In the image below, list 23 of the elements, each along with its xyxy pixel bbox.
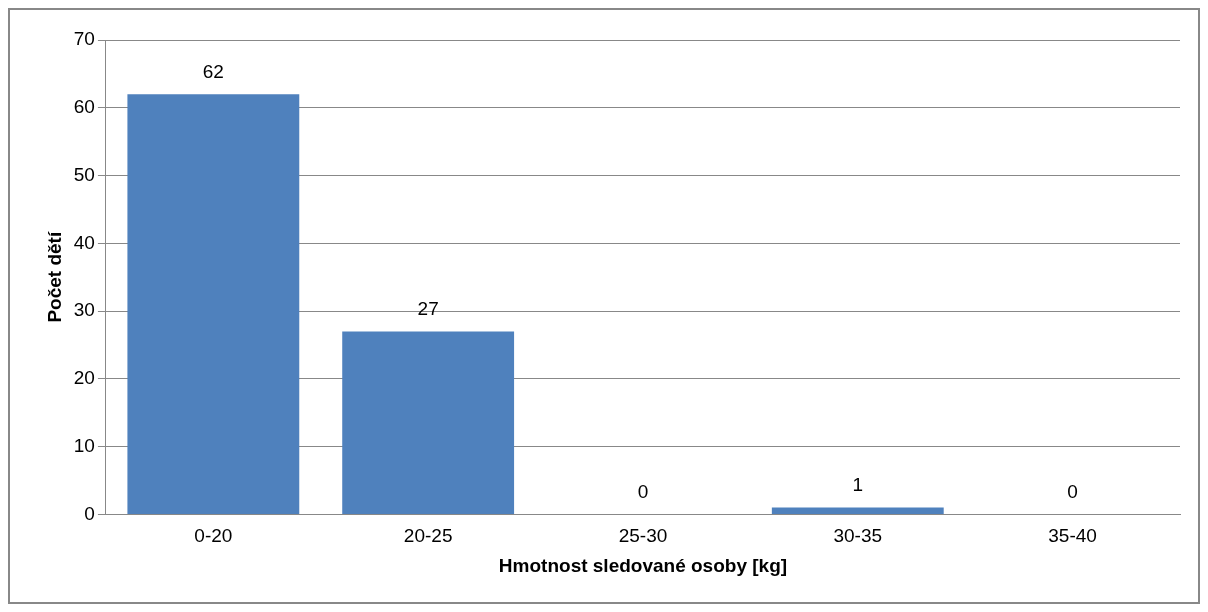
x-tick-label: 35-40 — [1048, 525, 1097, 547]
y-tick-label: 50 — [73, 163, 95, 185]
data-label: 27 — [417, 298, 439, 320]
y-tick-label: 60 — [73, 96, 95, 118]
y-tick-label: 20 — [73, 367, 95, 389]
data-label: 1 — [852, 474, 864, 496]
y-tick-label: 70 — [73, 28, 95, 50]
data-label: 62 — [202, 60, 224, 82]
x-tick-label: 0-20 — [194, 525, 233, 547]
y-axis-title: Počet dětí — [43, 231, 65, 323]
y-tick-label: 40 — [73, 231, 95, 253]
x-tick-label: 20-25 — [403, 525, 453, 547]
data-label: 0 — [1067, 481, 1078, 503]
bar — [342, 331, 515, 514]
bar — [771, 507, 944, 514]
y-tick-label: 30 — [73, 299, 95, 321]
bar — [127, 94, 300, 514]
x-tick-label: 30-35 — [833, 525, 883, 547]
x-tick-label: 25-30 — [618, 525, 668, 547]
y-tick-label: 10 — [73, 434, 95, 456]
x-axis-title: Hmotnost sledované osoby [kg] — [498, 554, 788, 576]
y-tick-label: 0 — [84, 502, 95, 524]
data-label: 0 — [637, 481, 649, 503]
